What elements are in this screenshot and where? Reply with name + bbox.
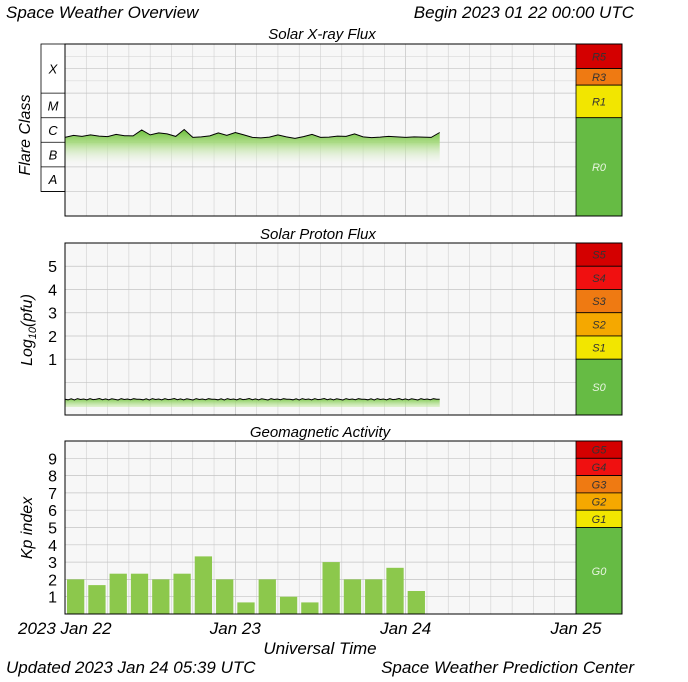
xray-panel-title: Solar X-ray Flux: [268, 26, 376, 43]
chart-marks: XMCBAR5R3R1R054321S5S4S3S2S1S0987654321G…: [17, 43, 623, 638]
kp-bar: [173, 573, 191, 614]
proton-level-label: S1: [592, 343, 605, 355]
kp-bar: [237, 602, 255, 614]
proton-y-tick: 4: [48, 282, 57, 299]
begin-time: Begin 2023 01 22 00:00 UTC: [414, 3, 635, 22]
geomag-level-label: G2: [592, 497, 607, 509]
x-tick-label: Jan 23: [209, 619, 262, 638]
geomag-frame: [64, 440, 623, 615]
page-title: Space Weather Overview: [6, 3, 200, 22]
proton-level-label: S2: [592, 319, 605, 331]
kp-y-tick: 2: [48, 572, 57, 589]
kp-bar: [407, 590, 425, 614]
proton-y-axis-label-unit: (pfu): [19, 294, 36, 327]
geomag-level-label: G0: [592, 566, 608, 578]
proton-level-label: S0: [592, 382, 606, 394]
kp-y-tick: 3: [48, 555, 57, 572]
xray-level-label: R0: [592, 162, 607, 174]
geomag-level-label: G4: [592, 462, 607, 474]
xray-level-r0: [575, 117, 623, 217]
kp-bar: [343, 579, 362, 614]
kp-bar: [109, 573, 127, 614]
xray-class-label: C: [48, 123, 58, 138]
kp-bar: [386, 567, 404, 614]
kp-bar: [279, 596, 298, 614]
proton-level-label: S3: [592, 296, 606, 308]
proton-y-tick: 3: [48, 306, 57, 323]
x-axis-title: Universal Time: [263, 639, 376, 658]
proton-flux-line: [64, 397, 440, 401]
kp-y-tick: 6: [48, 503, 57, 520]
proton-y-tick: 1: [48, 352, 57, 369]
proton-flux-area: [65, 398, 440, 407]
kp-y-axis-label: Kp index: [19, 496, 36, 559]
geomag-panel-title: Geomagnetic Activity: [250, 424, 392, 441]
xray-class-label: B: [49, 148, 58, 163]
proton-y-tick: 5: [48, 259, 57, 276]
xray-class-label: M: [48, 98, 59, 113]
xray-class-label: A: [48, 172, 58, 187]
geomag-level-g0: [575, 527, 623, 615]
kp-bar: [216, 579, 234, 614]
xray-flux-area: [65, 129, 440, 167]
kp-bar: [67, 579, 85, 614]
kp-bar: [365, 579, 383, 614]
proton-y-axis-label: Log10(pfu): [19, 294, 39, 366]
proton-y-axis-label-base: 10: [27, 326, 39, 339]
proton-y-axis-label-log: Log: [19, 339, 36, 366]
xray-class-label: X: [48, 62, 59, 77]
geomag-level-label: G3: [592, 479, 608, 491]
proton-level-s0: [575, 358, 623, 416]
xray-y-axis-label: Flare Class: [17, 95, 34, 176]
kp-y-tick: 4: [48, 538, 57, 555]
proton-level-label: S4: [592, 273, 605, 285]
kp-bar: [301, 602, 319, 614]
xray-flux-line: [64, 128, 440, 139]
kp-y-tick: 5: [48, 521, 57, 538]
kp-bar: [194, 556, 213, 614]
geomag-level-label: G1: [592, 514, 607, 526]
kp-bar: [258, 579, 276, 614]
proton-level-label: S5: [592, 250, 606, 262]
proton-y-tick: 2: [48, 329, 57, 346]
kp-bar: [152, 579, 170, 614]
kp-y-tick: 8: [48, 469, 57, 486]
xray-frame: [64, 43, 623, 217]
geomag-level-label: G5: [592, 445, 608, 457]
xray-level-label: R5: [592, 51, 607, 63]
xray-level-label: R3: [592, 72, 607, 84]
kp-y-tick: 9: [48, 451, 57, 468]
kp-bar: [322, 562, 340, 614]
x-tick-label: Jan 24: [379, 619, 431, 638]
updated-time: Updated 2023 Jan 24 05:39 UTC: [6, 658, 256, 677]
kp-bar: [88, 585, 106, 614]
x-tick-label: Jan 25: [549, 619, 602, 638]
proton-frame: [64, 242, 623, 416]
proton-panel-title: Solar Proton Flux: [260, 226, 376, 243]
kp-bar: [130, 573, 149, 614]
kp-y-tick: 1: [48, 590, 57, 607]
kp-y-tick: 7: [48, 486, 57, 503]
xray-level-label: R1: [592, 96, 606, 108]
x-tick-label: 2023 Jan 22: [17, 619, 112, 638]
swpc-credit: Space Weather Prediction Center: [381, 658, 635, 677]
